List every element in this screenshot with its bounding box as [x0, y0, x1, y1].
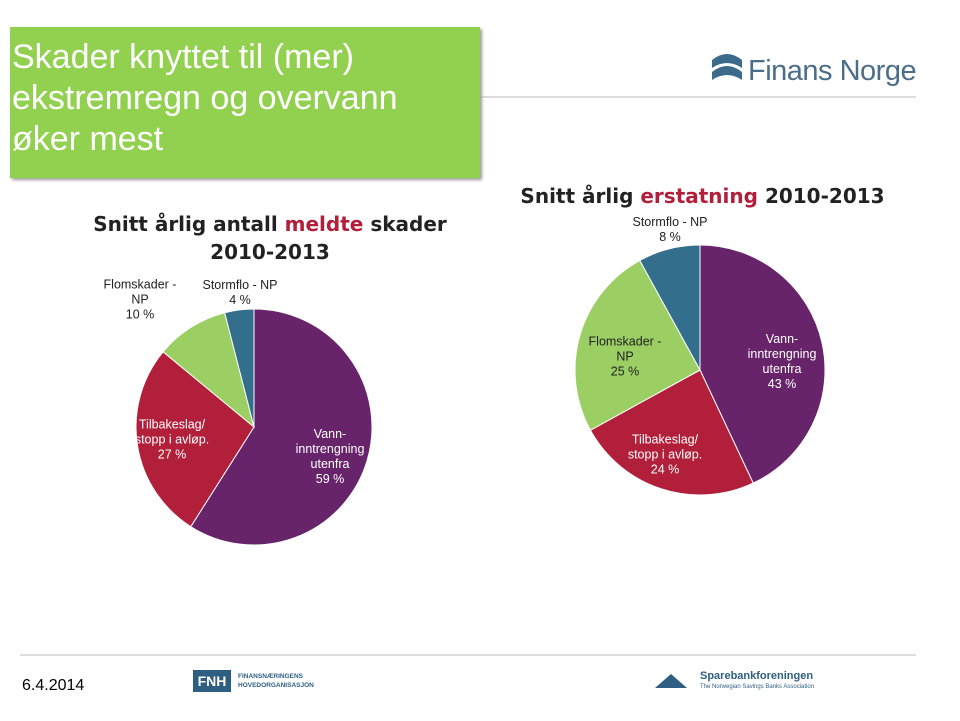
sb-subtitle: The Norwegian Savings Banks Association [700, 684, 815, 690]
fnh-logo: FNH [193, 670, 231, 692]
slice-value-label: 4 % [229, 293, 251, 307]
slice-category: Vann-inntrengning utenfra [747, 332, 817, 376]
pie-slice [135, 351, 255, 528]
slice-category: Flomskader - NP [103, 277, 177, 307]
slice-category: Vann-inntrengning utenfra [295, 427, 365, 471]
slice-label: Tilbakeslag/ stopp i avløp. 24 % [618, 433, 713, 478]
pie-slice [224, 308, 255, 428]
slice-value-label: 25 % [610, 364, 640, 379]
slice-label: Vann-inntrengning utenfra 43 % [737, 332, 827, 392]
pie-slice [162, 312, 255, 429]
chart-title-part: meldte [284, 212, 364, 236]
slice-value-label: 43 % [767, 377, 797, 391]
slice-category: Tilbakeslag/ stopp i avløp. [627, 432, 703, 462]
sb-logo: Sparebankforeningen [700, 670, 814, 682]
slice-label: Vann-inntrengning utenfra 59 % [290, 427, 370, 487]
logo: Finans Norge [748, 55, 917, 87]
chart-title-part: erstatning [640, 184, 758, 208]
date: 6.4.2014 [22, 677, 85, 694]
slice-value-label: 59 % [315, 472, 345, 486]
slice-label: Stormflo - NP 8 % [620, 215, 720, 245]
slice-value-label: 27 % [157, 447, 187, 462]
slide-title: Skader knyttet til (mer) ekstremregn og … [12, 38, 398, 158]
logo-mark [712, 54, 742, 80]
chart-title-part: skader 2010-2013 [210, 212, 447, 264]
slice-label: Flomskader - NP 25 % [583, 335, 668, 380]
title-box [10, 27, 480, 178]
fnh-subtitle: FINANSNÆRINGENS HOVEDORGANISASJON [238, 673, 314, 689]
slice-value-label: 10 % [125, 307, 155, 322]
slice-category: Flomskader - NP [588, 334, 662, 364]
slice-label: Flomskader - NP 10 % [103, 278, 178, 323]
pie-slice [574, 259, 701, 431]
slice-category: Stormflo - NP [632, 215, 708, 229]
pie-slice [699, 244, 826, 484]
sb-icon [655, 674, 687, 688]
chart-title: Snitt årlig erstatning 2010-2013 [505, 182, 900, 210]
chart-title: Snitt årlig antall meldte skader 2010-20… [80, 210, 460, 266]
slice-label: Tilbakeslag/ stopp i avløp. 27 % [127, 418, 217, 463]
chart-title-part: 2010-2013 [764, 184, 885, 208]
pie-slice [190, 308, 373, 546]
chart-title-part: Snitt årlig antall [93, 212, 278, 236]
slice-value-label: 8 % [659, 230, 681, 244]
slice-category: Stormflo - NP [202, 278, 278, 292]
pie-slice [589, 369, 754, 496]
slice-value-label: 24 % [650, 462, 680, 477]
pie-slice [639, 244, 701, 371]
slice-category: Tilbakeslag/ stopp i avløp. [134, 417, 210, 447]
slice-label: Stormflo - NP 4 % [195, 278, 285, 308]
chart-title-part: Snitt årlig [520, 184, 634, 208]
